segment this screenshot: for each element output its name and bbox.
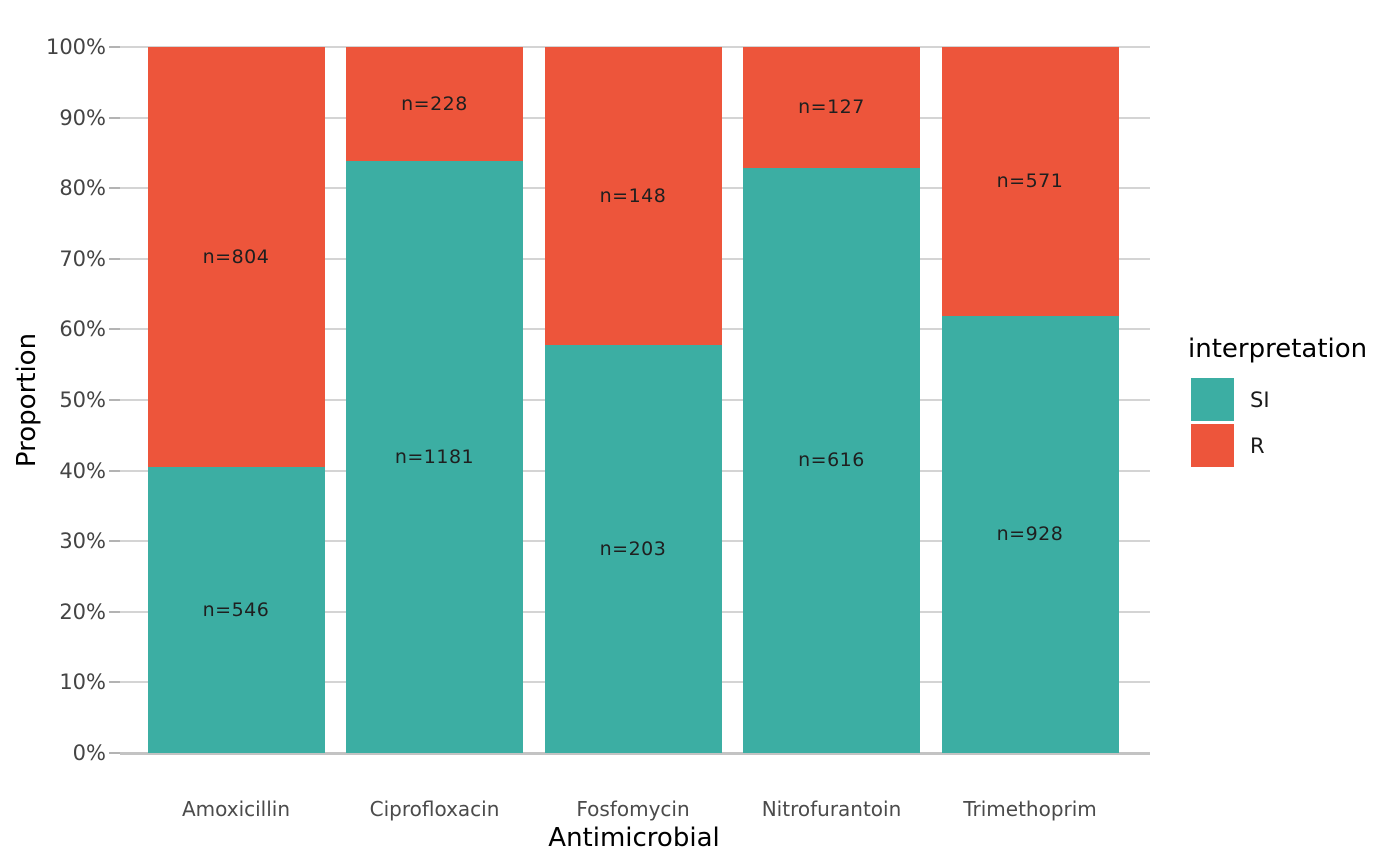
bar-label-si: n=1181 [394, 446, 475, 469]
bar-label-si: n=546 [202, 599, 270, 622]
bar-nitrofurantoin: n=616 n=127 [743, 47, 920, 753]
legend: interpretation SI R [1188, 334, 1367, 470]
y-tick-label-20%: 20% [59, 599, 106, 624]
legend-title: interpretation [1188, 334, 1368, 364]
legend-items: SI R [1188, 378, 1367, 467]
bar-label-r: n=804 [202, 246, 270, 269]
y-tick-label-60%: 60% [59, 317, 106, 342]
bar-segment-si [147, 467, 325, 753]
bar-label-si: n=928 [996, 523, 1064, 546]
y-tick-mark-100% [109, 46, 120, 48]
bar-segment-r [147, 47, 325, 468]
bar-label-r: n=571 [996, 170, 1064, 193]
y-tick-mark-10% [109, 681, 120, 684]
y-tick-mark-40% [109, 469, 120, 472]
legend-label-si: SI [1250, 387, 1270, 412]
x-tick-label-fosfomycin: Fosfomycin [576, 797, 690, 821]
bar-fosfomycin: n=203 n=148 [544, 47, 722, 753]
bar-amoxicillin: n=546 n=804 [147, 47, 325, 753]
plot-panel: n=546 n=804 n=1181 n=228 n=203 n=148 n=616 n=12… [120, 46, 1150, 755]
y-tick-mark-20% [109, 610, 120, 613]
y-tick-label-30%: 30% [59, 529, 106, 554]
x-tick-label-amoxicillin: Amoxicillin [181, 797, 291, 821]
y-tick-label-100%: 100% [45, 35, 106, 59]
bar-segment-si [743, 167, 920, 753]
y-tick-label-50%: 50% [59, 388, 106, 412]
y-tick-mark-70% [109, 257, 120, 260]
legend-key-r-swatch [1191, 424, 1234, 467]
bar-segment-si [941, 315, 1119, 753]
bar-segment-r [743, 47, 920, 168]
legend-key-si-swatch [1191, 378, 1234, 421]
bar-segment-r [346, 47, 523, 162]
y-tick-label-10%: 10% [59, 670, 106, 695]
x-axis-title: Antimicrobial [548, 823, 720, 853]
y-tick-label-90%: 90% [59, 105, 106, 130]
bar-segment-r [941, 47, 1119, 316]
gridline-0% [120, 751, 1150, 755]
legend-item-r: R [1188, 424, 1367, 467]
bar-label-si: n=616 [798, 449, 865, 472]
y-tick-mark-80% [109, 187, 120, 190]
y-tick-mark-0% [109, 752, 120, 754]
bar-label-r: n=148 [599, 184, 667, 207]
y-tick-label-70%: 70% [59, 246, 106, 271]
bar-trimethoprim: n=928 n=571 [941, 47, 1119, 753]
bar-segment-si [544, 344, 722, 753]
y-tick-label-80%: 80% [59, 176, 106, 201]
bar-segment-r [544, 47, 722, 345]
y-tick-label-0%: 0% [72, 741, 106, 765]
y-tick-mark-60% [109, 328, 120, 331]
bar-segment-si [346, 161, 523, 753]
x-tick-label-ciprofloxacin: Ciprofloxacin [369, 797, 500, 821]
y-tick-mark-50% [109, 399, 120, 401]
bar-label-r: n=127 [798, 96, 865, 119]
y-tick-label-40%: 40% [59, 458, 106, 483]
x-tick-label-nitrofurantoin: Nitrofurantoin [761, 797, 902, 821]
y-tick-mark-30% [109, 540, 120, 543]
bar-ciprofloxacin: n=1181 n=228 [346, 47, 523, 753]
bar-label-r: n=228 [401, 93, 468, 116]
x-tick-label-trimethoprim: Trimethoprim [963, 797, 1097, 821]
y-tick-mark-90% [109, 116, 120, 119]
bar-label-si: n=203 [599, 537, 667, 560]
legend-item-si: SI [1188, 378, 1367, 421]
legend-label-r: R [1250, 433, 1265, 458]
